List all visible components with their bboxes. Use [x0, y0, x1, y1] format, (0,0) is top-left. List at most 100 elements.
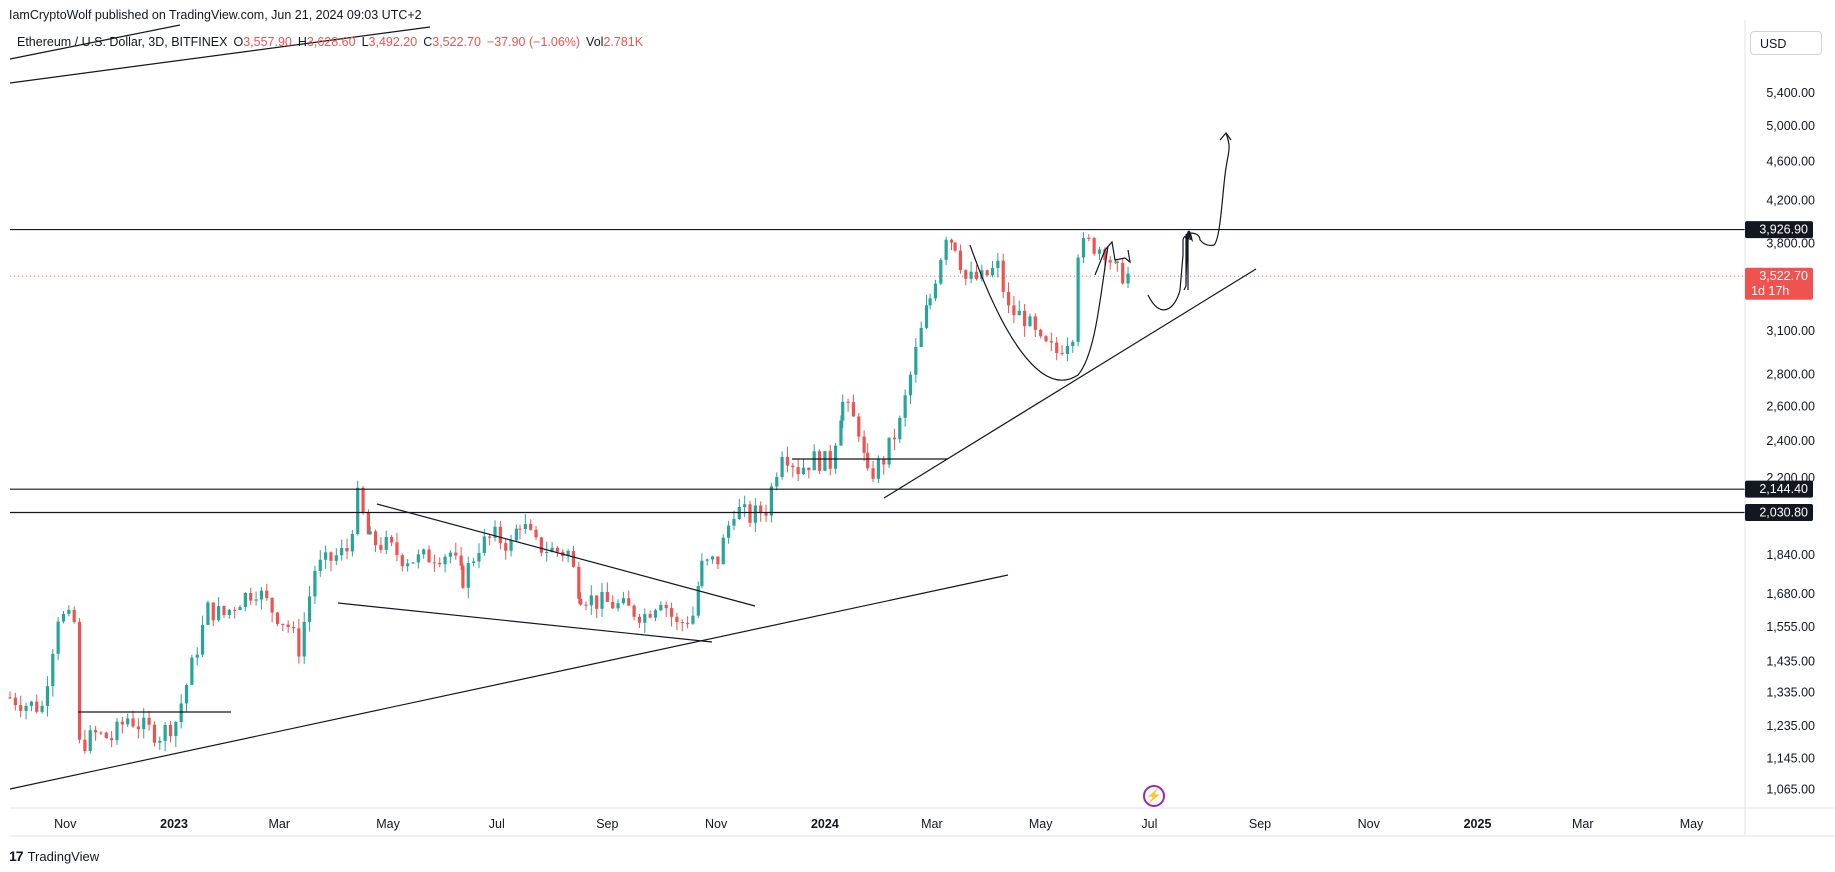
candle — [534, 526, 538, 541]
currency-button[interactable]: USD — [1750, 31, 1822, 55]
candle — [985, 269, 989, 277]
candle — [775, 472, 779, 491]
legend-close: 3,522.70 — [432, 35, 481, 49]
candle — [919, 321, 923, 348]
candle — [664, 601, 668, 617]
candle — [700, 553, 704, 589]
candle — [24, 702, 28, 720]
candle — [466, 556, 470, 599]
candle — [35, 694, 39, 714]
candle — [142, 707, 146, 739]
candle — [174, 721, 178, 747]
candle — [696, 581, 700, 619]
y-axis: 6,000.005,400.005,000.004,600.004,200.00… — [10, 20, 1835, 837]
candle — [605, 582, 609, 603]
candle — [796, 459, 800, 482]
candle — [270, 597, 274, 623]
legend-low: 3,492.20 — [368, 35, 418, 49]
candle — [1087, 234, 1091, 242]
candle — [716, 556, 720, 570]
candle — [67, 605, 71, 617]
candle — [389, 535, 394, 547]
candle — [395, 532, 399, 562]
x-tick-label: Nov — [705, 817, 728, 831]
candle — [518, 524, 522, 540]
candle — [523, 514, 527, 534]
candle — [373, 529, 378, 553]
legend-open-label: O — [233, 35, 244, 49]
candle — [990, 261, 995, 278]
candle — [851, 394, 856, 417]
candle — [903, 389, 907, 427]
candle — [721, 534, 725, 565]
candle — [785, 446, 790, 473]
price-tag: 3,926.90 — [1745, 221, 1813, 239]
legend-change: −37.90 (−1.06%) — [486, 35, 581, 49]
y-tick-label: 2,600.00 — [1766, 400, 1815, 414]
candle — [1044, 334, 1048, 343]
x-tick-label: 2024 — [811, 817, 839, 831]
candle — [577, 561, 581, 604]
candle — [862, 430, 866, 462]
candle — [356, 480, 360, 536]
candle — [980, 264, 984, 282]
candle — [291, 621, 296, 633]
candle — [249, 587, 253, 606]
candle — [611, 595, 615, 610]
price-tag-label: 2,144.40 — [1759, 482, 1808, 496]
candle — [83, 729, 87, 754]
flash-icon[interactable]: ⚡ — [1143, 785, 1165, 807]
legend-open: 3,557.90 — [243, 35, 292, 49]
candle — [710, 555, 715, 564]
candle — [368, 525, 372, 535]
candle — [1028, 313, 1032, 327]
x-tick-label: May — [376, 817, 400, 831]
candle — [1076, 254, 1080, 347]
tradingview-logo-icon: 17 — [9, 848, 24, 864]
candle — [908, 371, 913, 405]
candle — [443, 554, 447, 573]
y-tick-label: 2,800.00 — [1766, 368, 1815, 382]
candle — [637, 614, 642, 629]
x-tick-label: Nov — [1358, 817, 1381, 831]
candle — [243, 592, 247, 612]
candle — [949, 238, 954, 251]
candle — [584, 601, 588, 611]
candle — [379, 537, 383, 554]
candle — [974, 264, 979, 281]
candle — [892, 428, 897, 450]
x-tick-label: Mar — [921, 817, 943, 831]
candle — [493, 520, 497, 542]
candle — [104, 731, 108, 739]
candle — [99, 731, 103, 736]
candle — [88, 725, 92, 754]
candle — [93, 725, 98, 741]
candle — [488, 535, 492, 546]
x-tick-label: Jul — [489, 817, 505, 831]
candle — [461, 563, 465, 590]
candle — [648, 610, 652, 619]
candle — [828, 445, 832, 476]
y-tick-label: 1,065.00 — [1766, 782, 1815, 796]
candle — [329, 551, 333, 572]
candles — [8, 232, 1130, 754]
candle — [857, 413, 861, 442]
candle — [675, 612, 679, 631]
candle — [839, 415, 843, 446]
candle — [887, 437, 891, 468]
candle — [1001, 253, 1005, 299]
x-tick-label: Mar — [268, 817, 290, 831]
candle — [211, 602, 215, 627]
candle — [238, 605, 242, 611]
candle — [1121, 258, 1125, 285]
candle — [275, 611, 280, 626]
y-tick-label: 4,600.00 — [1766, 155, 1815, 169]
candle — [56, 617, 60, 660]
candle — [361, 485, 365, 515]
candle — [833, 442, 838, 474]
candle — [29, 700, 33, 712]
legend-low-label: L — [361, 35, 369, 49]
candle — [871, 461, 875, 483]
candle — [190, 654, 194, 686]
